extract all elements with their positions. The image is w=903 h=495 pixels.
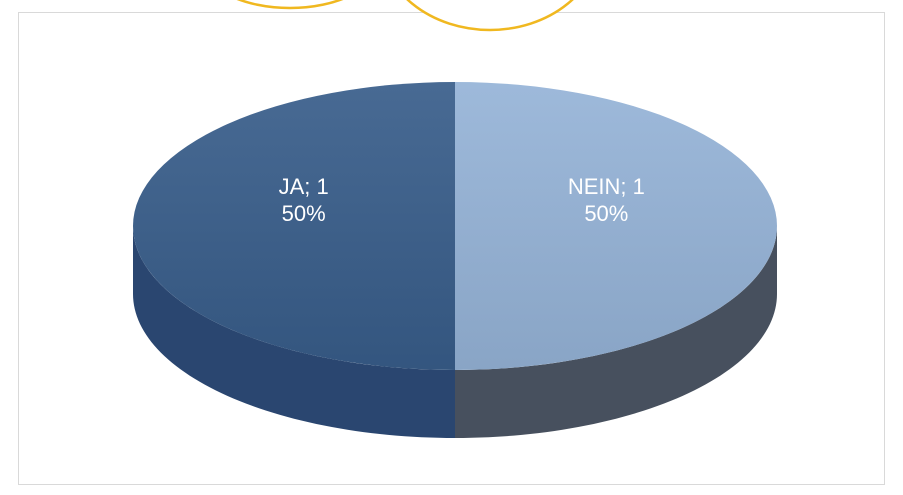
data-label-percent: 50% <box>584 201 628 226</box>
data-label: NEIN; 1 <box>568 174 645 199</box>
slice-sheen <box>133 82 455 370</box>
decor-circle <box>406 0 574 32</box>
decor-circle <box>236 0 344 10</box>
data-label: JA; 1 <box>279 174 329 199</box>
data-label-percent: 50% <box>282 201 326 226</box>
slice-side <box>133 226 455 438</box>
plot: JA; 150%NEIN; 150% <box>133 82 777 438</box>
slice-sheen <box>455 82 777 370</box>
slice-side <box>455 226 777 438</box>
